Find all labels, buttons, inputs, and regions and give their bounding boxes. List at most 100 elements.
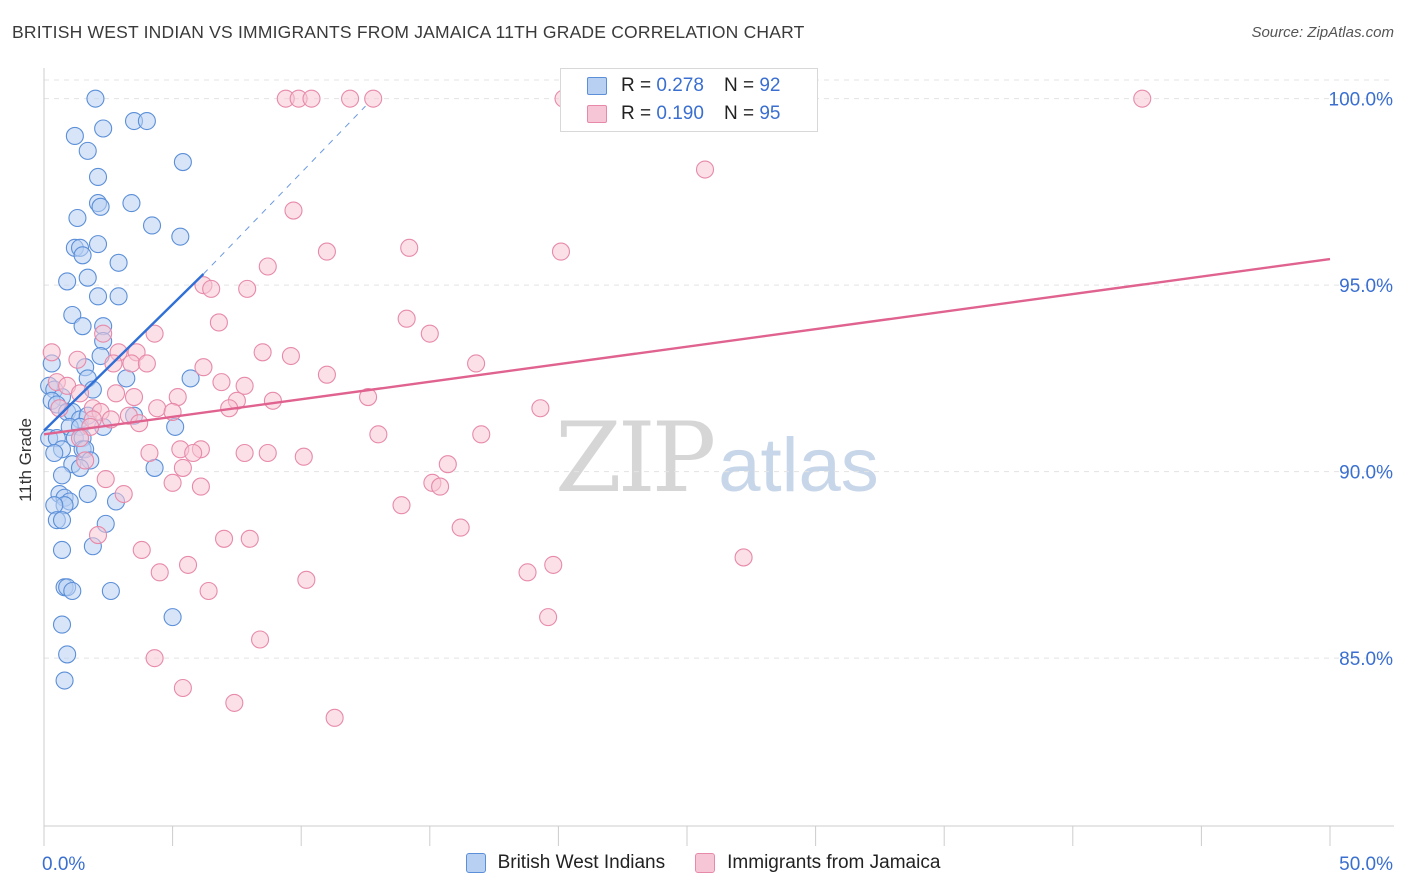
- jamaica-immigrant-point: [397, 309, 416, 328]
- jamaica-immigrant-point: [472, 425, 491, 444]
- british-west-indian-point: [181, 369, 200, 388]
- watermark-atlas: atlas: [718, 423, 879, 508]
- jamaica-immigrant-point: [173, 458, 192, 477]
- british-west-indian-point: [166, 417, 185, 436]
- british-west-indian-point: [63, 305, 82, 325]
- jamaica-immigrant-point: [184, 443, 203, 463]
- legend-item-immigrants-from-jamaica[interactable]: Immigrants from Jamaica: [695, 852, 940, 874]
- british-west-indian-point: [86, 89, 105, 108]
- jamaica-immigrant-point: [70, 429, 90, 448]
- british-west-indian-point: [88, 235, 108, 254]
- british-west-indian-point: [52, 511, 72, 530]
- british-west-indian-point: [58, 645, 77, 664]
- jamaica-immigrant-point: [1133, 89, 1152, 108]
- jamaica-immigrant-point: [531, 399, 550, 418]
- british-west-indian-point: [78, 484, 97, 504]
- jamaica-immigrant-point: [68, 350, 87, 369]
- british-west-indian-point: [101, 581, 120, 601]
- jamaica-immigrant-point: [76, 451, 95, 470]
- british-west-indian-point: [45, 443, 64, 463]
- legend-label: Immigrants from Jamaica: [727, 852, 941, 873]
- jamaica-immigrant-point: [148, 399, 167, 418]
- jamaica-immigrant-point: [341, 89, 360, 108]
- jamaica-immigrant-point: [284, 201, 303, 220]
- jamaica-immigrant-point: [225, 693, 244, 712]
- legend-row-immigrants-from-jamaica: R = 0.190 N = 95: [587, 102, 780, 126]
- british-west-indian-point: [45, 496, 64, 515]
- jamaica-immigrant-point: [695, 160, 715, 179]
- jamaica-immigrant-point: [235, 443, 254, 463]
- r-value: 0.190: [656, 103, 704, 124]
- chart-title: BRITISH WEST INDIAN VS IMMIGRANTS FROM J…: [12, 22, 805, 42]
- jamaica-immigrant-point: [317, 242, 336, 261]
- pink-swatch: [695, 853, 716, 873]
- r-label: R =: [621, 75, 652, 96]
- jamaica-immigrant-point: [364, 89, 383, 108]
- british-west-indian-point: [52, 615, 72, 634]
- jamaica-immigrant-point: [88, 526, 108, 545]
- legend-item-british-west-indians[interactable]: British West Indians: [465, 852, 665, 874]
- jamaica-immigrant-point: [122, 354, 141, 373]
- jamaica-immigrant-point: [94, 324, 113, 343]
- jamaica-immigrant-point: [253, 343, 272, 362]
- british-west-indian-point: [78, 268, 97, 287]
- x-tick-label: 50.0%: [1339, 854, 1393, 875]
- jamaica-immigrant-point: [451, 518, 470, 537]
- jamaica-immigrant-point: [163, 473, 182, 492]
- jamaica-immigrant-point: [544, 555, 563, 574]
- jamaica-immigrant-point: [42, 343, 61, 362]
- british-west-indian-point: [171, 227, 190, 246]
- y-tick-label: 90.0%: [1339, 463, 1393, 484]
- r-label: R =: [621, 103, 652, 124]
- series-legend: British West Indians Immigrants from Jam…: [0, 852, 1406, 874]
- jamaica-immigrant-point: [369, 425, 388, 444]
- jamaica-immigrant-point: [400, 238, 419, 257]
- blue-swatch: [587, 77, 607, 95]
- jamaica-immigrant-point: [238, 279, 257, 298]
- jamaica-immigrant-point: [438, 455, 457, 474]
- jamaica-immigrant-point: [178, 555, 198, 574]
- y-tick-label: 95.0%: [1339, 276, 1393, 297]
- n-value: 92: [759, 75, 781, 96]
- jamaica-immigrant-point: [132, 540, 151, 560]
- jamaica-immigrant-point: [145, 324, 164, 343]
- jamaica-immigrant-point: [281, 346, 300, 366]
- british-west-indian-point: [65, 126, 84, 145]
- correlation-legend: R = 0.278 N = 92 R = 0.190 N = 95: [560, 68, 818, 132]
- jamaica-immigrant-trend-line: [43, 257, 1331, 436]
- british-west-indian-point: [94, 119, 113, 138]
- british-west-indian-point: [137, 111, 156, 131]
- british-west-indian-point: [73, 317, 92, 336]
- jamaica-immigrant-point: [317, 365, 336, 384]
- jamaica-immigrant-point: [212, 373, 231, 392]
- jamaica-immigrant-point: [359, 387, 378, 407]
- british-west-indian-point: [52, 540, 72, 560]
- watermark-zip: ZIP: [555, 402, 716, 514]
- british-west-indian-point: [109, 287, 128, 306]
- jamaica-immigrant-point: [106, 384, 126, 403]
- british-west-indian-point: [78, 141, 97, 160]
- y-tick-label: 85.0%: [1339, 649, 1393, 670]
- jamaica-immigrant-point: [191, 477, 210, 496]
- jamaica-immigrant-point: [258, 257, 277, 276]
- jamaica-immigrant-point: [297, 570, 316, 589]
- jamaica-immigrant-point: [235, 376, 254, 395]
- jamaica-immigrant-point: [70, 384, 90, 403]
- x-tick-label: 0.0%: [42, 854, 85, 875]
- british-west-indian-point: [173, 153, 192, 172]
- jamaica-immigrant-point: [431, 477, 450, 496]
- jamaica-immigrant-point: [209, 313, 228, 332]
- british-west-indian-point: [122, 194, 141, 213]
- jamaica-immigrant-point: [420, 324, 439, 343]
- jamaica-immigrant-point: [199, 581, 218, 601]
- jamaica-immigrant-point: [325, 708, 344, 727]
- n-label: N =: [723, 75, 755, 96]
- jamaica-immigrant-point: [240, 529, 259, 548]
- jamaica-immigrant-point: [392, 496, 411, 515]
- jamaica-immigrant-point: [467, 354, 486, 373]
- jamaica-immigrant-point: [137, 354, 156, 373]
- british-west-indian-point: [109, 253, 128, 272]
- jamaica-immigrant-point: [124, 387, 144, 407]
- jamaica-immigrant-point: [150, 563, 169, 582]
- n-label: N =: [723, 103, 755, 124]
